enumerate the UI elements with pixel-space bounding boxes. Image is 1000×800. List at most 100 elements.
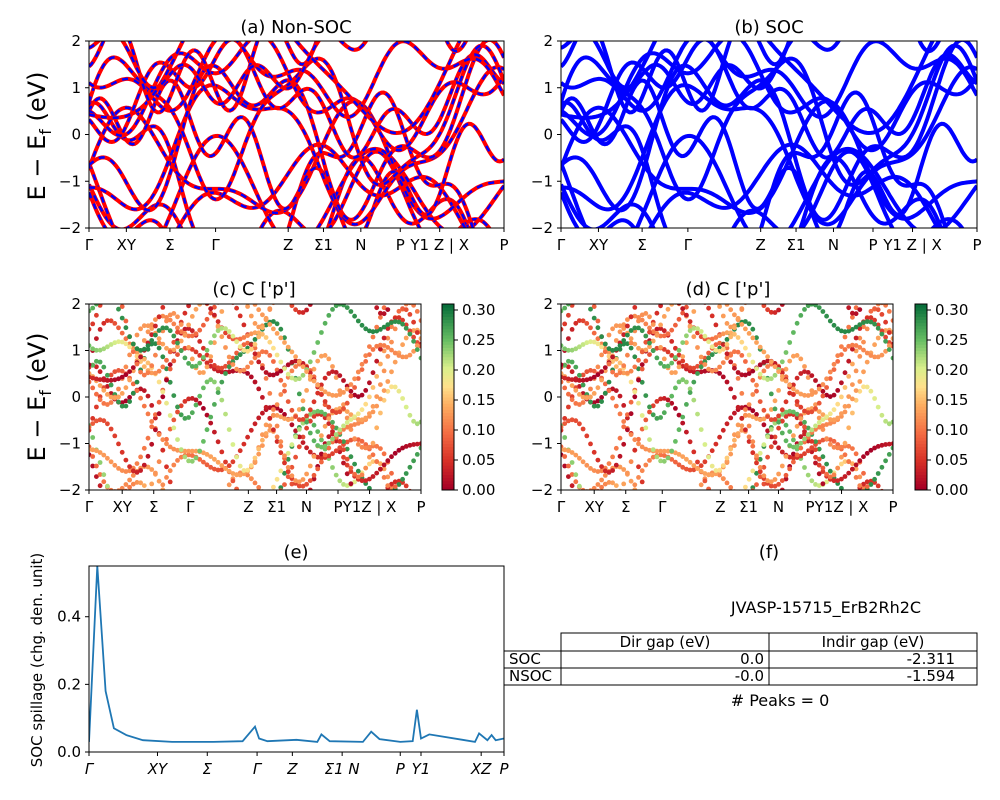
data-point (816, 456, 822, 462)
data-point (322, 452, 328, 458)
data-point (282, 470, 287, 476)
panel-a-xtick-label: Σ (165, 236, 174, 254)
data-point (352, 471, 357, 477)
data-point (890, 419, 893, 425)
data-point (389, 324, 394, 330)
data-point (145, 488, 151, 490)
data-point (824, 479, 829, 485)
data-point (333, 472, 339, 478)
data-point (772, 406, 778, 412)
colorbar-segment (915, 310, 927, 314)
data-point (164, 318, 169, 324)
data-point (145, 329, 151, 335)
data-point (698, 334, 704, 340)
data-point (794, 415, 800, 421)
data-point (245, 472, 251, 478)
colorbar-segment (915, 356, 927, 361)
data-point (285, 417, 291, 423)
data-point (326, 391, 332, 397)
colorbar-tick-label: 0.10 (935, 421, 968, 439)
data-point (315, 466, 321, 472)
data-point (743, 359, 748, 364)
panel-a-xtick-label: P (396, 236, 405, 254)
data-point (208, 377, 214, 383)
data-point (234, 339, 240, 345)
panel-a-xtick-label: P (499, 236, 508, 254)
data-point (123, 336, 129, 342)
data-point (802, 436, 807, 442)
data-point (757, 344, 763, 350)
spillage-series (89, 566, 504, 743)
data-point (639, 349, 645, 355)
data-point (746, 321, 752, 327)
colorbar-segment (915, 403, 927, 407)
data-point (588, 466, 593, 471)
data-point (595, 341, 601, 347)
data-point (850, 346, 855, 352)
data-point (330, 408, 335, 414)
data-point (566, 364, 571, 370)
data-point (566, 391, 571, 397)
data-point (875, 471, 881, 476)
data-point (396, 388, 402, 394)
data-point (768, 427, 774, 432)
data-point (883, 348, 888, 354)
data-point (241, 367, 247, 373)
data-point (208, 306, 214, 312)
colorbar-segment (442, 434, 454, 438)
data-point (389, 481, 394, 487)
data-point (352, 385, 357, 390)
colorbar-segment (442, 356, 454, 361)
data-point (385, 322, 391, 327)
band-line-soc (89, 91, 475, 228)
data-point (816, 420, 822, 425)
data-point (127, 344, 132, 350)
data-point (805, 375, 811, 380)
data-point (256, 334, 262, 340)
data-point (293, 358, 298, 364)
colorbar-segment (442, 480, 454, 485)
data-point (370, 474, 376, 479)
data-point (411, 319, 416, 325)
data-point (791, 330, 796, 335)
data-point (355, 421, 361, 426)
panel-e-xtick-label: XZ (470, 760, 492, 778)
data-point (864, 359, 870, 365)
data-point (783, 409, 789, 415)
data-point (643, 446, 649, 452)
data-point (850, 342, 855, 348)
data-point (300, 398, 306, 404)
data-point (396, 315, 402, 321)
colorbar-segment (442, 465, 454, 469)
data-point (839, 454, 844, 460)
data-point (189, 364, 195, 369)
data-point (326, 421, 332, 426)
data-point (271, 319, 276, 324)
data-point (215, 439, 221, 445)
data-point (201, 355, 206, 360)
data-point (326, 434, 332, 440)
data-point (267, 339, 273, 345)
data-point (654, 332, 660, 338)
colorbar-segment (442, 381, 454, 386)
data-point (127, 468, 132, 474)
data-point (204, 316, 210, 322)
data-point (661, 453, 667, 458)
data-point (127, 395, 132, 400)
data-point (112, 369, 118, 375)
data-point (621, 341, 627, 347)
data-point (167, 349, 173, 355)
data-point (175, 340, 180, 346)
data-point (857, 474, 863, 480)
data-point (97, 359, 103, 365)
ytick-label: 2 (71, 32, 81, 50)
data-point (802, 369, 807, 374)
data-point (643, 339, 649, 345)
data-point (661, 314, 667, 319)
data-point (311, 454, 317, 459)
data-point (359, 367, 365, 372)
data-point (186, 304, 191, 309)
data-point (108, 372, 114, 378)
data-point (573, 387, 579, 393)
data-point (182, 454, 188, 460)
